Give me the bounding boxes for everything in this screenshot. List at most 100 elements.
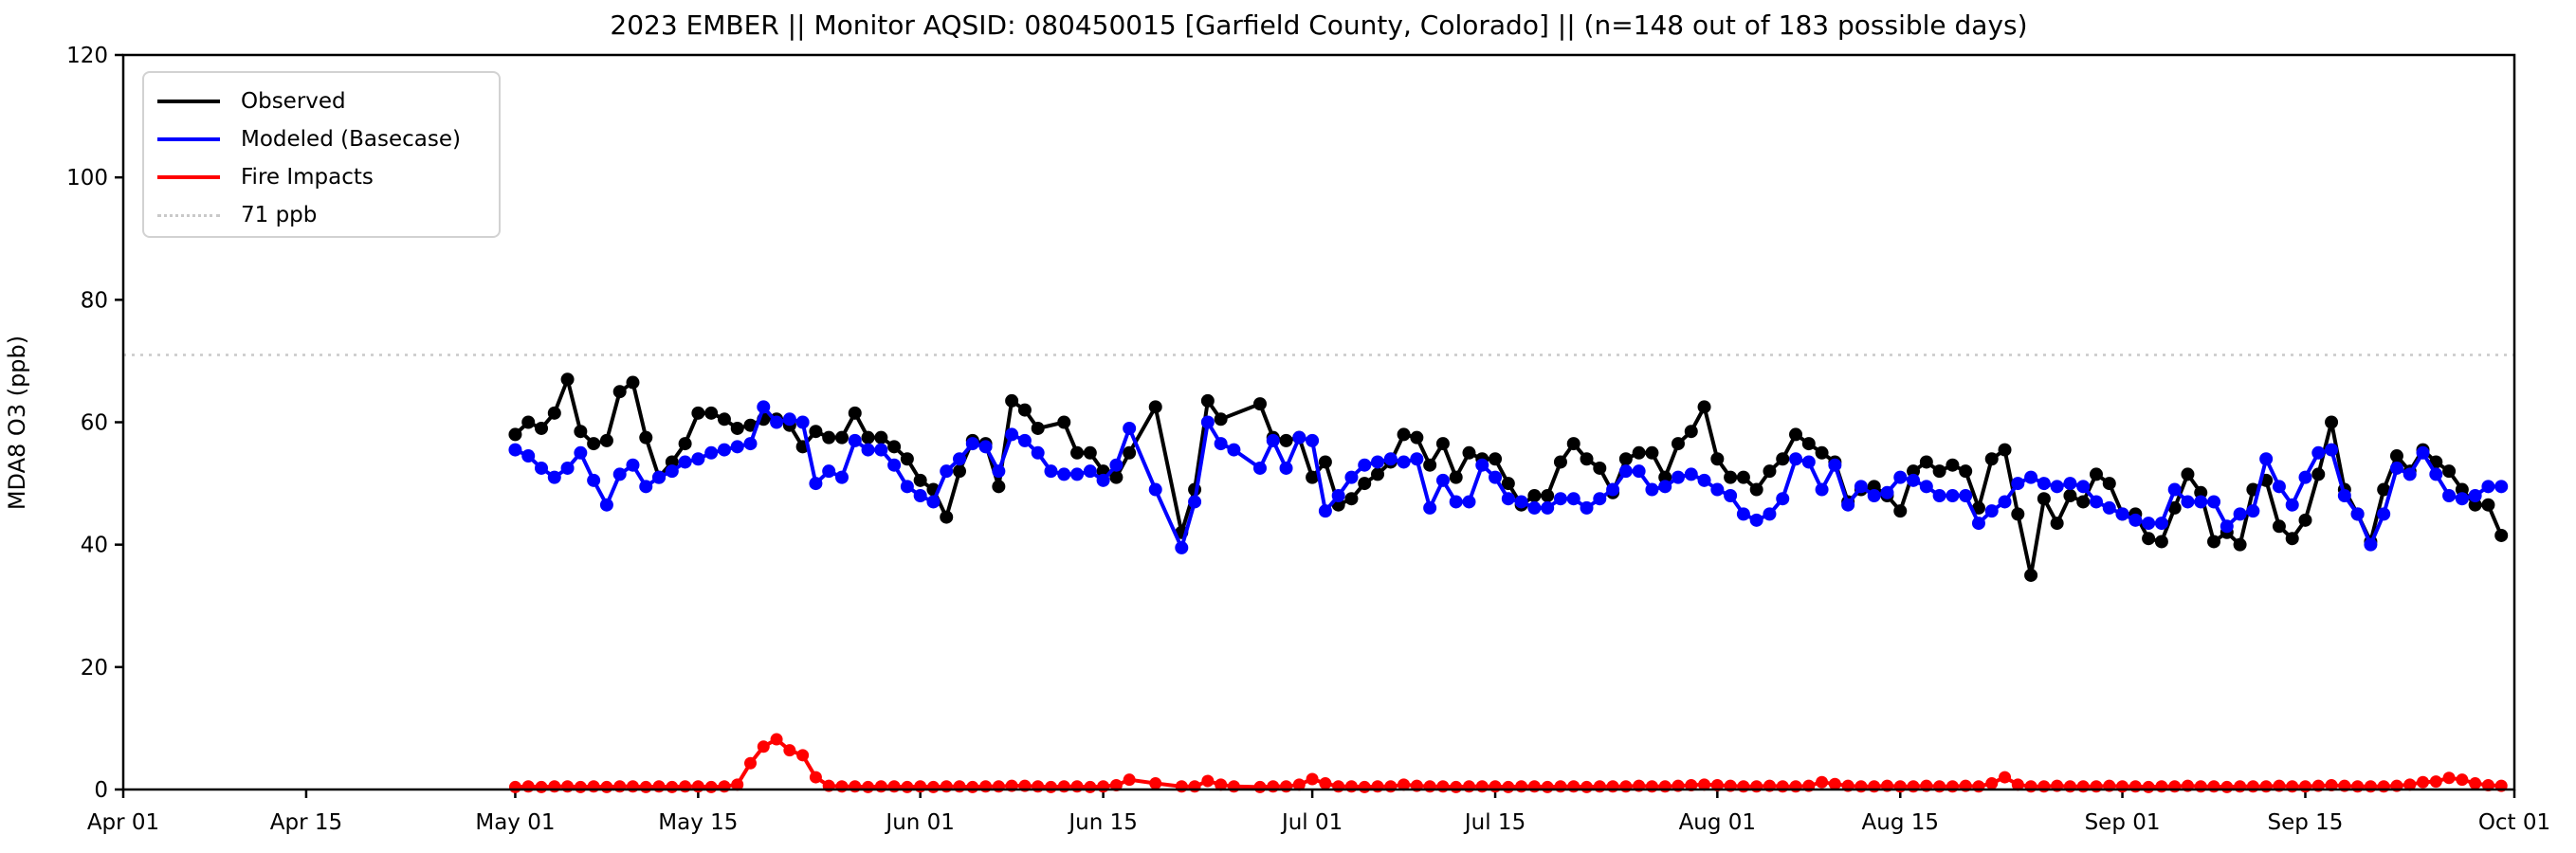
series-marker-observed xyxy=(900,452,914,466)
series-marker-modeled-basecase- xyxy=(2350,507,2365,521)
series-marker-modeled-basecase- xyxy=(2207,495,2221,509)
series-marker-modeled-basecase- xyxy=(953,452,967,466)
series-marker-modeled-basecase- xyxy=(2377,507,2391,521)
series-marker-modeled-basecase- xyxy=(2468,489,2482,502)
series-marker-observed xyxy=(1801,437,1816,451)
series-marker-observed xyxy=(1593,461,1607,475)
series-marker-observed xyxy=(953,464,967,479)
series-marker-fire-impacts xyxy=(626,780,639,793)
series-marker-modeled-basecase- xyxy=(1214,437,1228,451)
legend-item-fire: Fire Impacts xyxy=(157,158,499,196)
series-marker-fire-impacts xyxy=(1070,780,1084,793)
series-marker-fire-impacts xyxy=(796,749,810,762)
series-marker-modeled-basecase- xyxy=(535,461,549,475)
series-marker-observed xyxy=(2102,477,2116,491)
series-marker-observed xyxy=(1109,470,1124,484)
series-marker-fire-impacts xyxy=(2024,780,2037,793)
series-marker-fire-impacts xyxy=(574,780,587,793)
series-marker-observed xyxy=(822,430,836,445)
series-marker-modeled-basecase- xyxy=(1123,421,1137,435)
series-marker-observed xyxy=(1684,425,1698,439)
series-marker-modeled-basecase- xyxy=(1031,445,1045,460)
series-marker-observed xyxy=(1200,393,1215,408)
series-marker-fire-impacts xyxy=(1371,780,1384,793)
series-marker-modeled-basecase- xyxy=(1828,458,1842,472)
series-marker-modeled-basecase- xyxy=(1632,464,1646,479)
series-marker-fire-impacts xyxy=(639,780,652,793)
series-marker-modeled-basecase- xyxy=(2037,477,2051,491)
series-marker-observed xyxy=(1971,500,1985,515)
series-marker-observed xyxy=(2389,449,2403,463)
series-marker-fire-impacts xyxy=(1868,780,1881,793)
x-tick-label: May 01 xyxy=(475,810,555,835)
series-marker-observed xyxy=(599,433,613,447)
series-marker-observed xyxy=(1489,452,1503,466)
series-marker-fire-impacts xyxy=(2481,778,2494,791)
series-marker-modeled-basecase- xyxy=(1435,473,1450,487)
series-marker-modeled-basecase- xyxy=(691,452,705,466)
series-marker-modeled-basecase- xyxy=(940,464,954,479)
legend-item-threshold: 71 ppb xyxy=(157,196,499,234)
series-marker-observed xyxy=(1580,452,1594,466)
series-marker-fire-impacts xyxy=(966,780,979,793)
series-marker-fire-impacts xyxy=(1292,778,1306,791)
legend: Observed Modeled (Basecase) Fire Impacts… xyxy=(142,71,501,238)
series-marker-fire-impacts xyxy=(1933,780,1946,793)
series-marker-modeled-basecase- xyxy=(1331,489,1345,502)
x-tick-label: Jul 15 xyxy=(1463,810,1526,835)
series-marker-observed xyxy=(2311,467,2326,481)
series-marker-observed xyxy=(2167,500,2182,515)
series-marker-fire-impacts xyxy=(1227,780,1240,793)
series-marker-observed xyxy=(665,455,679,469)
series-marker-fire-impacts xyxy=(1057,780,1070,793)
series-marker-observed xyxy=(730,421,744,435)
series-marker-fire-impacts xyxy=(1032,780,1045,793)
series-marker-fire-impacts xyxy=(2090,780,2103,793)
series-marker-fire-impacts xyxy=(757,740,770,753)
series-marker-fire-impacts xyxy=(1123,773,1136,787)
series-marker-observed xyxy=(1946,458,1960,472)
series-marker-modeled-basecase- xyxy=(1724,489,1738,502)
series-marker-fire-impacts xyxy=(744,756,758,770)
series-marker-modeled-basecase- xyxy=(2142,517,2156,531)
series-marker-modeled-basecase- xyxy=(2272,480,2286,494)
x-tick-label: Aug 15 xyxy=(1862,810,1940,835)
series-marker-observed xyxy=(887,440,902,454)
modeled-line-sample xyxy=(157,137,220,141)
series-marker-modeled-basecase- xyxy=(2063,477,2077,491)
series-marker-modeled-basecase- xyxy=(1527,500,1542,515)
series-marker-observed xyxy=(2468,498,2482,512)
series-marker-modeled-basecase- xyxy=(678,455,692,469)
series-marker-fire-impacts xyxy=(1502,780,1515,793)
series-marker-modeled-basecase- xyxy=(1541,500,1555,515)
series-marker-modeled-basecase- xyxy=(1606,482,1620,497)
series-marker-observed xyxy=(2154,535,2168,549)
series-marker-fire-impacts xyxy=(2063,780,2076,793)
series-marker-observed xyxy=(1984,452,1999,466)
series-marker-observed xyxy=(2494,528,2509,542)
series-marker-fire-impacts xyxy=(2076,780,2090,793)
series-marker-fire-impacts xyxy=(1201,774,1215,788)
series-marker-modeled-basecase- xyxy=(639,480,653,494)
series-marker-fire-impacts xyxy=(1280,780,1293,793)
series-marker-modeled-basecase- xyxy=(1710,482,1725,497)
series-marker-modeled-basecase- xyxy=(1044,464,1058,479)
series-marker-observed xyxy=(1279,433,1293,447)
series-marker-fire-impacts xyxy=(1816,775,1829,789)
series-marker-fire-impacts xyxy=(1423,780,1436,793)
series-marker-observed xyxy=(992,480,1006,494)
series-marker-observed xyxy=(874,430,888,445)
series-marker-observed xyxy=(2442,464,2457,479)
series-marker-observed xyxy=(717,412,731,426)
series-marker-fire-impacts xyxy=(1462,780,1475,793)
series-marker-observed xyxy=(2011,507,2025,521)
series-marker-modeled-basecase- xyxy=(1671,470,1685,484)
series-marker-modeled-basecase- xyxy=(1397,455,1411,469)
series-marker-observed xyxy=(743,418,758,432)
series-marker-observed xyxy=(1501,477,1515,491)
series-marker-modeled-basecase- xyxy=(1553,492,1567,506)
series-marker-modeled-basecase- xyxy=(992,464,1006,479)
series-marker-modeled-basecase- xyxy=(1449,495,1463,509)
series-marker-modeled-basecase- xyxy=(861,443,875,457)
series-marker-fire-impacts xyxy=(992,780,1005,793)
